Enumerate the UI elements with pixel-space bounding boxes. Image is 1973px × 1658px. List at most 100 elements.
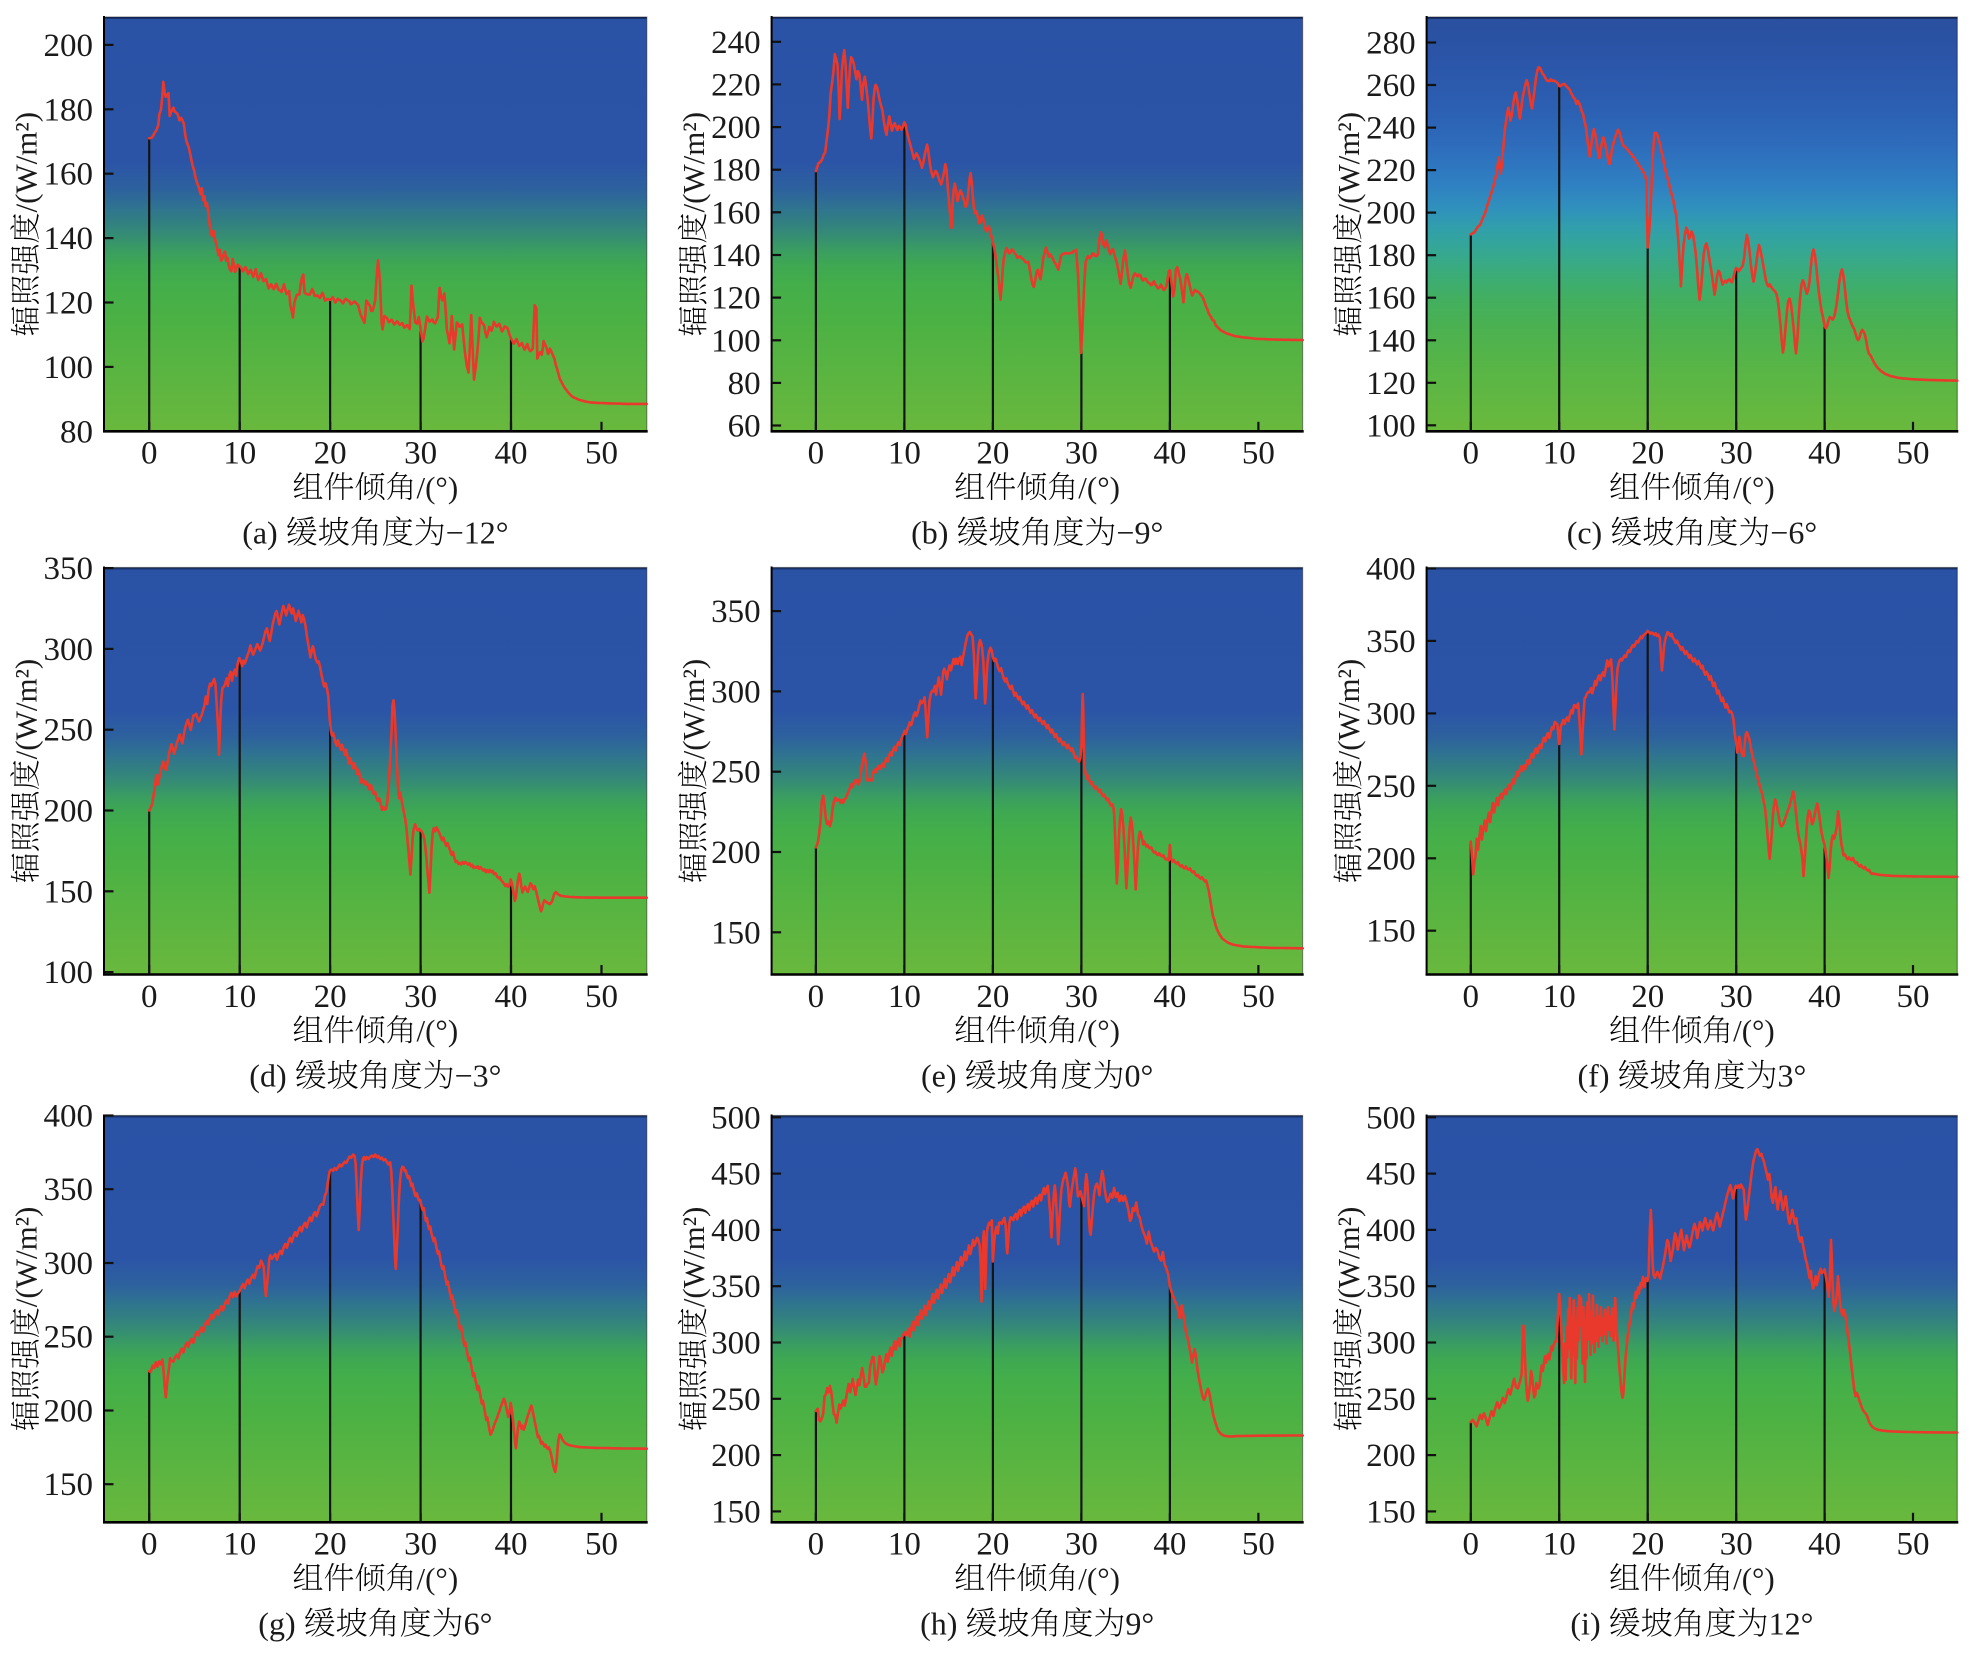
svg-text:300: 300 xyxy=(44,1246,94,1282)
svg-text:(b): (b) xyxy=(911,514,956,550)
svg-text:10: 10 xyxy=(888,1527,921,1563)
svg-text:80: 80 xyxy=(728,366,761,402)
svg-text:140: 140 xyxy=(1366,323,1416,359)
svg-text:250: 250 xyxy=(44,713,94,749)
svg-text:150: 150 xyxy=(711,1494,761,1530)
svg-text:120: 120 xyxy=(1366,366,1416,402)
svg-text:350: 350 xyxy=(711,594,761,630)
svg-text:500: 500 xyxy=(711,1100,761,1136)
svg-text:/(W/m²): /(W/m²) xyxy=(9,659,44,760)
svg-text:40: 40 xyxy=(1153,979,1186,1015)
svg-text:350: 350 xyxy=(44,1172,94,1208)
svg-text:/(W/m²): /(W/m²) xyxy=(676,659,711,760)
svg-text:/(W/m²): /(W/m²) xyxy=(676,1207,711,1308)
svg-text:150: 150 xyxy=(44,1467,94,1503)
svg-text:200: 200 xyxy=(711,110,761,146)
svg-text:220: 220 xyxy=(1366,153,1416,189)
svg-text:250: 250 xyxy=(711,755,761,791)
svg-text:0: 0 xyxy=(1463,979,1480,1015)
svg-text:200: 200 xyxy=(711,1438,761,1474)
svg-text:40: 40 xyxy=(1808,979,1841,1015)
svg-text:350: 350 xyxy=(44,551,94,587)
svg-text:240: 240 xyxy=(1366,111,1416,147)
svg-text:450: 450 xyxy=(711,1157,761,1193)
svg-text:280: 280 xyxy=(1366,26,1416,62)
svg-text:−3°: −3° xyxy=(455,1058,502,1094)
svg-text:50: 50 xyxy=(1242,979,1275,1015)
svg-text:180: 180 xyxy=(711,153,761,189)
svg-text:(i): (i) xyxy=(1570,1605,1608,1641)
svg-text:50: 50 xyxy=(1897,1527,1930,1563)
svg-text:300: 300 xyxy=(44,632,94,668)
svg-text:30: 30 xyxy=(1065,979,1098,1015)
svg-text:50: 50 xyxy=(585,436,618,472)
svg-text:260: 260 xyxy=(1366,68,1416,104)
svg-text:20: 20 xyxy=(314,979,347,1015)
svg-text:10: 10 xyxy=(223,979,256,1015)
svg-text:30: 30 xyxy=(1065,1527,1098,1563)
svg-text:200: 200 xyxy=(711,835,761,871)
svg-text:−9°: −9° xyxy=(1116,514,1163,550)
svg-text:30: 30 xyxy=(404,436,437,472)
svg-text:30: 30 xyxy=(1720,979,1753,1015)
svg-text:250: 250 xyxy=(1366,769,1416,805)
svg-text:100: 100 xyxy=(44,955,94,991)
svg-text:/(W/m²): /(W/m²) xyxy=(1331,1207,1366,1308)
svg-text:100: 100 xyxy=(1366,408,1416,444)
svg-text:200: 200 xyxy=(1366,841,1416,877)
svg-text:0: 0 xyxy=(141,436,158,472)
svg-text:20: 20 xyxy=(314,1527,347,1563)
svg-text:/(°): /(°) xyxy=(1078,1561,1120,1596)
svg-text:12°: 12° xyxy=(1769,1605,1814,1641)
svg-text:/(°): /(°) xyxy=(417,470,459,505)
svg-text:200: 200 xyxy=(44,1394,94,1430)
svg-text:3°: 3° xyxy=(1778,1058,1807,1094)
svg-text:30: 30 xyxy=(404,979,437,1015)
svg-text:150: 150 xyxy=(711,915,761,951)
svg-text:120: 120 xyxy=(711,281,761,317)
svg-text:50: 50 xyxy=(585,979,618,1015)
svg-text:0: 0 xyxy=(141,979,158,1015)
svg-text:20: 20 xyxy=(976,1527,1009,1563)
svg-text:/(°): /(°) xyxy=(1733,470,1775,505)
svg-text:30: 30 xyxy=(1065,436,1098,472)
svg-text:/(°): /(°) xyxy=(1078,1013,1120,1048)
svg-text:450: 450 xyxy=(1366,1157,1416,1193)
svg-text:160: 160 xyxy=(44,157,94,193)
svg-text:0: 0 xyxy=(808,436,825,472)
svg-text:50: 50 xyxy=(1242,1527,1275,1563)
svg-text:20: 20 xyxy=(976,979,1009,1015)
svg-text:/(W/m²): /(W/m²) xyxy=(1331,112,1366,213)
svg-text:40: 40 xyxy=(495,1527,528,1563)
svg-text:10: 10 xyxy=(223,436,256,472)
svg-text:0: 0 xyxy=(1463,436,1480,472)
svg-text:(d): (d) xyxy=(249,1058,294,1094)
svg-text:30: 30 xyxy=(1720,1527,1753,1563)
svg-text:300: 300 xyxy=(711,1326,761,1362)
svg-text:50: 50 xyxy=(585,1527,618,1563)
svg-text:20: 20 xyxy=(1631,436,1664,472)
svg-text:200: 200 xyxy=(1366,196,1416,232)
svg-text:/(W/m²): /(W/m²) xyxy=(9,112,44,213)
svg-text:10: 10 xyxy=(223,1527,256,1563)
svg-text:40: 40 xyxy=(1808,436,1841,472)
svg-text:(a): (a) xyxy=(242,514,286,550)
svg-text:20: 20 xyxy=(1631,1527,1664,1563)
svg-text:50: 50 xyxy=(1242,436,1275,472)
svg-text:40: 40 xyxy=(1153,1527,1186,1563)
svg-text:/(W/m²): /(W/m²) xyxy=(676,112,711,213)
svg-text:120: 120 xyxy=(44,286,94,322)
svg-text:240: 240 xyxy=(711,25,761,61)
svg-text:6°: 6° xyxy=(464,1605,493,1641)
svg-text:350: 350 xyxy=(711,1269,761,1305)
svg-text:10: 10 xyxy=(1543,979,1576,1015)
svg-text:40: 40 xyxy=(495,436,528,472)
svg-text:9°: 9° xyxy=(1125,1605,1154,1641)
svg-text:200: 200 xyxy=(44,794,94,830)
svg-text:100: 100 xyxy=(711,323,761,359)
svg-text:20: 20 xyxy=(314,436,347,472)
svg-text:250: 250 xyxy=(1366,1382,1416,1418)
svg-text:10: 10 xyxy=(1543,1527,1576,1563)
svg-text:200: 200 xyxy=(44,28,94,64)
svg-text:20: 20 xyxy=(976,436,1009,472)
